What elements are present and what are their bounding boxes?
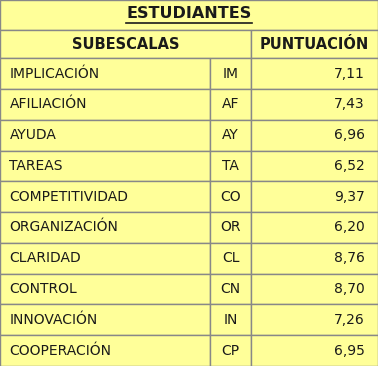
Text: 7,26: 7,26 <box>334 313 365 327</box>
Text: ORGANIZACIÓN: ORGANIZACIÓN <box>9 220 118 235</box>
Bar <box>251 243 378 274</box>
Bar <box>210 305 251 335</box>
Bar <box>210 150 251 181</box>
Bar <box>210 58 251 89</box>
Bar <box>210 120 251 150</box>
Bar <box>210 89 251 120</box>
Bar <box>0 0 378 30</box>
Text: 6,96: 6,96 <box>334 128 365 142</box>
Bar <box>251 305 378 335</box>
Bar <box>251 181 378 212</box>
Bar <box>251 30 378 58</box>
Bar <box>0 58 210 89</box>
Text: IMPLICACIÓN: IMPLICACIÓN <box>9 67 99 81</box>
Bar <box>251 212 378 243</box>
Text: CONTROL: CONTROL <box>9 282 77 296</box>
Bar <box>210 335 251 366</box>
Bar <box>210 181 251 212</box>
Text: 8,76: 8,76 <box>334 251 365 265</box>
Text: 6,95: 6,95 <box>334 344 365 358</box>
Bar <box>251 58 378 89</box>
Text: COOPERACIÓN: COOPERACIÓN <box>9 344 112 358</box>
Text: 6,20: 6,20 <box>334 220 365 235</box>
Bar <box>251 120 378 150</box>
Bar <box>0 120 210 150</box>
Bar <box>0 305 210 335</box>
Text: INNOVACIÓN: INNOVACIÓN <box>9 313 98 327</box>
Bar <box>251 150 378 181</box>
Text: 7,11: 7,11 <box>334 67 365 81</box>
Bar <box>0 335 210 366</box>
Bar <box>210 274 251 305</box>
Bar <box>251 89 378 120</box>
Text: 9,37: 9,37 <box>334 190 365 204</box>
Text: CN: CN <box>220 282 241 296</box>
Text: 7,43: 7,43 <box>334 97 365 111</box>
Bar <box>0 212 210 243</box>
Bar <box>0 30 251 58</box>
Bar <box>0 243 210 274</box>
Text: CP: CP <box>222 344 240 358</box>
Bar <box>210 212 251 243</box>
Text: AY: AY <box>222 128 239 142</box>
Text: COMPETITIVIDAD: COMPETITIVIDAD <box>9 190 129 204</box>
Text: AFILIACIÓN: AFILIACIÓN <box>9 97 87 111</box>
Text: CO: CO <box>220 190 241 204</box>
Text: AF: AF <box>222 97 239 111</box>
Text: CL: CL <box>222 251 239 265</box>
Text: IN: IN <box>223 313 238 327</box>
Text: 6,52: 6,52 <box>334 159 365 173</box>
Text: 8,70: 8,70 <box>334 282 365 296</box>
Bar <box>251 274 378 305</box>
Text: TAREAS: TAREAS <box>9 159 63 173</box>
Text: PUNTUACIÓN: PUNTUACIÓN <box>260 37 369 52</box>
Text: AYUDA: AYUDA <box>9 128 56 142</box>
Text: TA: TA <box>222 159 239 173</box>
Bar <box>0 181 210 212</box>
Bar <box>0 89 210 120</box>
Bar <box>0 150 210 181</box>
Bar <box>0 274 210 305</box>
Text: IM: IM <box>223 67 239 81</box>
Text: OR: OR <box>220 220 241 235</box>
Bar <box>210 243 251 274</box>
Bar <box>251 335 378 366</box>
Text: ESTUDIANTES: ESTUDIANTES <box>126 6 252 21</box>
Text: SUBESCALAS: SUBESCALAS <box>72 37 180 52</box>
Text: CLARIDAD: CLARIDAD <box>9 251 81 265</box>
